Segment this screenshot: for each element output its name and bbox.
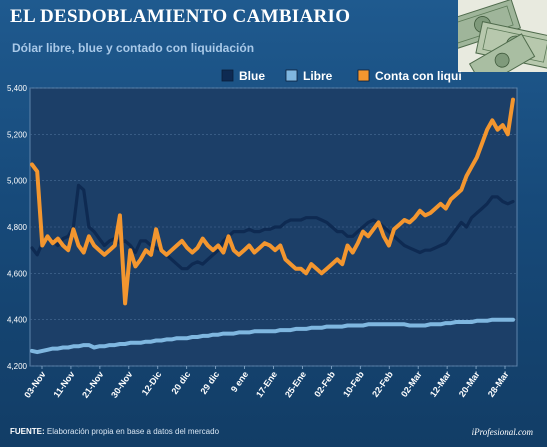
legend-label-libre: Libre [303,69,333,83]
x-tick-label: 29 dic [198,369,221,396]
legend-swatch-blue [221,69,234,82]
x-tick-label: 20-Mar [457,369,482,399]
x-tick-label: 21-Nov [80,369,105,399]
legend-label-blue: Blue [239,69,265,83]
y-tick-label: 5,400 [7,84,28,93]
money-image [458,0,547,72]
series-line-blue [30,183,515,271]
legend-swatch-conta-con-liqui [357,69,370,82]
page-subtitle: Dólar libre, blue y contado con liquidac… [12,41,255,55]
line-chart: 5,400 5,200 5,000 4,800 4,600 4,400 4,20003-No… [7,69,518,400]
y-tick-label: 4,800 [7,223,28,232]
source-label: FUENTE: [10,427,45,436]
y-tick-label: 4,200 [7,362,28,371]
y-tick-label: 5,000 [7,177,28,186]
series-line-conta-con-liqui [30,97,515,306]
legend-swatch-libre [285,69,298,82]
x-tick-label: 12-Mar [428,369,453,399]
y-tick-label: 4,400 [7,316,28,325]
x-tick-label: 03-Nov [22,369,47,399]
x-tick-label: 02-Mar [399,369,424,399]
x-tick-label: 02-Feb [312,369,337,399]
x-tick-label: 12-Dic [140,369,164,397]
x-tick-label: 11-Nov [51,369,76,399]
x-tick-label: 9 ene [229,369,250,394]
series-line-libre [30,317,515,355]
page-title: EL DESDOBLAMIENTO CAMBIARIO [10,6,351,27]
legend-label-conta-con-liqui: Conta con liqui [375,69,462,83]
x-tick-label: 22-Feb [370,369,395,399]
x-tick-label: 28-Mar [486,369,511,399]
x-tick-label: 30-Nov [109,369,134,399]
x-tick-label: 17-Ene [254,369,279,399]
source-note: FUENTE: Elaboración propia en base a dat… [10,427,219,436]
brand-credit: iProfesional.com [471,427,533,437]
x-tick-label: 25-Ene [283,369,308,399]
x-tick-label: 20 dic [169,369,192,396]
y-tick-label: 4,600 [7,269,28,278]
x-tick-label: 10-Feb [341,369,366,399]
source-text: Elaboración propia en base a datos del m… [46,427,220,436]
y-tick-label: 5,200 [7,130,28,139]
